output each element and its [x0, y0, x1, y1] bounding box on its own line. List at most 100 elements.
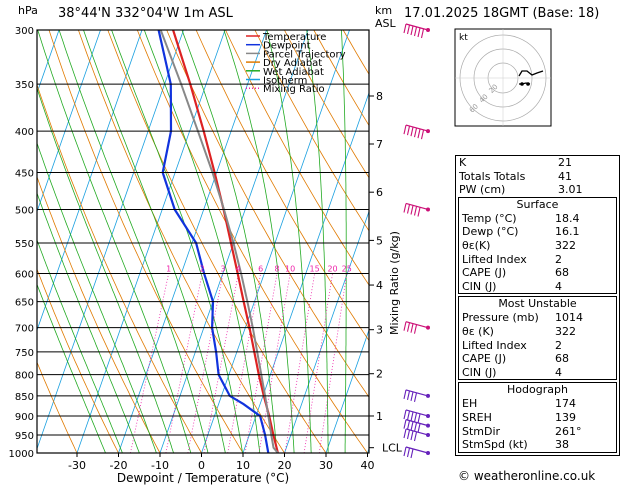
wind-barb-flag	[403, 321, 407, 331]
index-row: Totals Totals 41	[456, 170, 619, 184]
location-title: 38°44'N 332°04'W 1m ASL	[58, 6, 233, 21]
wind-barb-flag	[413, 26, 418, 37]
surface-value: 322	[555, 238, 576, 252]
legend-label: Dewpoint	[263, 41, 311, 52]
wet-adiabat-line	[83, 30, 226, 453]
dry-adiabat-line	[37, 175, 161, 453]
dry-adiabat-line	[48, 30, 244, 453]
surface-section: Surface Temp (°C) 18.4 Dewp (°C) 16.1 θε(K) 3…	[458, 196, 617, 295]
hodograph-label: StmDir	[462, 424, 501, 438]
mixing-ratio-line	[130, 273, 170, 453]
x-tick-label: 40	[361, 459, 375, 472]
copyright: © weatheronline.co.uk	[458, 469, 596, 483]
most-unstable-section: Most Unstable Pressure (mb) 1014 θε (K) 322…	[458, 296, 617, 381]
mixing-ratio-line	[318, 273, 348, 453]
km-tick-label: 5	[376, 234, 383, 247]
dry-adiabat-line	[195, 30, 369, 342]
pressure-unit-label: hPa	[18, 4, 38, 17]
surface-label: Dewp (°C)	[462, 225, 519, 239]
pressure-tick-label: 650	[15, 298, 34, 309]
hodograph-trace	[518, 70, 544, 77]
mixing-ratio-label: 1	[166, 265, 171, 274]
most-unstable-value: 1014	[555, 311, 583, 325]
pressure-tick-label: 600	[15, 270, 34, 281]
mixing-ratio-label: 25	[342, 265, 352, 274]
mixing-ratio-label: 20	[327, 265, 337, 274]
x-tick-label: 30	[319, 459, 333, 472]
hodograph-label: SREH	[462, 410, 492, 424]
indices-rows: K 21 Totals Totals 41 PW (cm) 3.01	[456, 156, 619, 197]
wind-barb	[403, 202, 430, 217]
mixing-ratio-line	[284, 273, 315, 453]
wind-barb-flag	[410, 430, 414, 441]
index-value: 3.01	[558, 183, 583, 197]
most-unstable-title: Most Unstable	[498, 297, 577, 311]
wind-barb-dot	[426, 423, 430, 428]
km-tick-label: 3	[376, 324, 383, 337]
most-unstable-row: Pressure (mb) 1014	[459, 311, 616, 325]
wet-adiabat-line	[223, 30, 295, 453]
plot-area	[37, 30, 369, 453]
most-unstable-value: 4	[555, 365, 562, 379]
wind-barb-flag	[403, 23, 407, 34]
wind-barb-dot	[426, 413, 430, 418]
dry-adiabat-line	[107, 30, 327, 453]
hodograph-label: EH	[462, 397, 478, 411]
surface-value: 16.1	[555, 225, 580, 239]
most-unstable-row: CIN (J) 4	[459, 366, 616, 380]
surface-value: 68	[555, 266, 569, 280]
surface-label: θε(K)	[462, 238, 491, 252]
wind-barb-staff	[405, 419, 429, 427]
wind-barb-flag	[410, 421, 414, 431]
km-tick-label: 4	[376, 279, 383, 292]
index-value: 41	[558, 169, 572, 183]
mixing-ratio-axis-label: Mixing Ratio (g/kg)	[388, 231, 401, 335]
wet-adiabat-line	[181, 30, 278, 453]
dry-adiabat-line	[37, 83, 202, 453]
wet-adiabat-line	[111, 30, 244, 453]
wind-barb-flag	[406, 125, 411, 136]
hodograph-row: StmDir 261°	[459, 425, 616, 439]
most-unstable-label: θε (K)	[462, 324, 494, 338]
wind-barb-flag	[417, 207, 421, 217]
pressure-tick-label: 800	[15, 371, 34, 382]
mixing-ratio-line	[227, 273, 262, 453]
wind-barb-flag	[413, 324, 418, 334]
wind-barb-flag	[406, 447, 411, 458]
surface-row: θε(K) 322	[459, 239, 616, 253]
most-unstable-row: θε (K) 322	[459, 325, 616, 339]
surface-label: Temp (°C)	[462, 211, 517, 225]
wind-barb-staff	[405, 428, 429, 436]
pressure-tick-label: 450	[15, 168, 34, 179]
km-tick-label: 1	[376, 410, 383, 423]
most-unstable-rows: Pressure (mb) 1014 θε (K) 322 Lifted Index 2 C…	[459, 311, 616, 379]
wind-barb-flag	[406, 420, 411, 430]
isotherm-line	[37, 30, 60, 95]
x-tick-label: 20	[278, 459, 292, 472]
wind-barb-staff	[405, 409, 429, 417]
km-tick-label: 2	[376, 368, 383, 381]
mixing-ratio-line	[244, 273, 278, 453]
surface-row: Lifted Index 2	[459, 253, 616, 267]
wind-barb-flag	[406, 410, 411, 421]
wind-barb-flag	[403, 124, 407, 135]
index-row: PW (cm) 3.01	[456, 183, 619, 197]
pressure-tick-label: 350	[15, 80, 34, 91]
mixing-ratio-label: 3	[220, 265, 225, 274]
wind-barb-flag	[410, 25, 414, 36]
x-tick-label: -20	[110, 459, 128, 472]
wind-barb-flag	[413, 431, 418, 442]
mixing-ratio-label: 6	[258, 265, 263, 274]
hodograph-value: 38	[555, 438, 569, 452]
height-unit-asl: ASL	[375, 17, 396, 30]
forecast-datetime: 17.01.2025 18GMT (Base: 18)	[404, 6, 600, 21]
most-unstable-label: Lifted Index	[462, 338, 527, 352]
wind-barb-flag	[413, 392, 418, 403]
isotherm-line	[201, 30, 350, 453]
wind-barb-flag	[410, 411, 414, 422]
mixing-ratio-line	[258, 273, 291, 453]
legend-label: Mixing Ratio	[263, 84, 325, 95]
wind-barb	[403, 23, 430, 39]
dry-adiabat-line	[136, 30, 368, 453]
series-parcel-trajectory	[159, 30, 279, 453]
